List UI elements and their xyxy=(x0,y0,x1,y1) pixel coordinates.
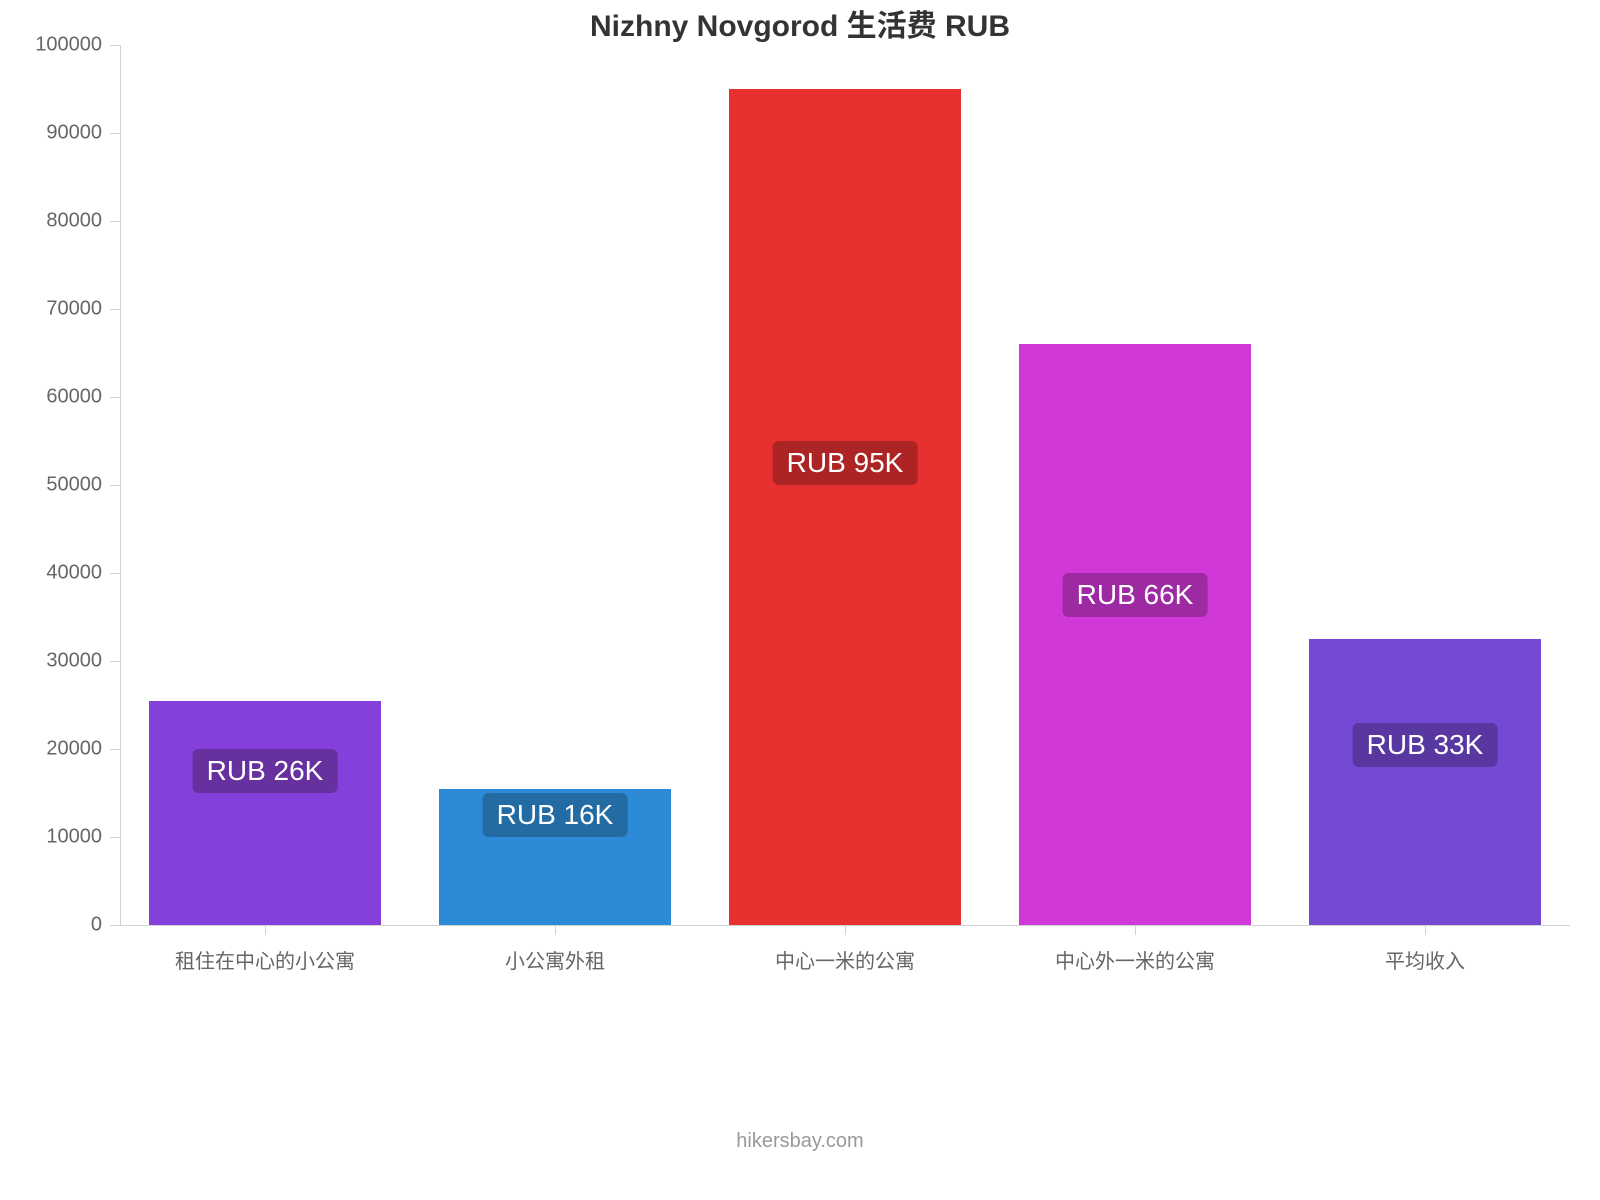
bar-value-label: RUB 16K xyxy=(483,793,628,837)
y-tick xyxy=(110,925,120,926)
y-tick-label: 70000 xyxy=(46,298,102,321)
y-tick-label: 20000 xyxy=(46,738,102,761)
y-tick xyxy=(110,45,120,46)
bar xyxy=(729,89,961,925)
y-tick-label: 80000 xyxy=(46,210,102,233)
y-tick-label: 60000 xyxy=(46,386,102,409)
y-tick xyxy=(110,133,120,134)
chart-container: Nizhny Novgorod 生活费 RUB 0100002000030000… xyxy=(0,0,1600,1200)
x-tick-label: 租住在中心的小公寓 xyxy=(175,945,355,974)
y-tick-label: 10000 xyxy=(46,826,102,849)
y-tick-label: 90000 xyxy=(46,122,102,145)
plot-area: 0100002000030000400005000060000700008000… xyxy=(120,45,1570,925)
x-tick xyxy=(1135,925,1136,935)
y-tick xyxy=(110,749,120,750)
chart-title: Nizhny Novgorod 生活费 RUB xyxy=(0,1,1600,45)
x-tick-label: 中心一米的公寓 xyxy=(775,945,915,974)
bar xyxy=(1309,639,1541,925)
y-tick xyxy=(110,485,120,486)
bar xyxy=(1019,344,1251,925)
y-tick xyxy=(110,573,120,574)
x-tick xyxy=(265,925,266,935)
x-tick xyxy=(1425,925,1426,935)
y-tick-label: 50000 xyxy=(46,474,102,497)
y-tick xyxy=(110,397,120,398)
y-tick xyxy=(110,837,120,838)
bar-value-label: RUB 95K xyxy=(773,441,918,485)
x-tick-label: 小公寓外租 xyxy=(505,945,605,974)
y-tick-label: 100000 xyxy=(35,34,102,57)
bar-value-label: RUB 33K xyxy=(1353,723,1498,767)
attribution-text: hikersbay.com xyxy=(0,1130,1600,1153)
x-tick-label: 平均收入 xyxy=(1385,945,1465,974)
y-tick xyxy=(110,309,120,310)
y-tick xyxy=(110,221,120,222)
bar xyxy=(149,701,381,925)
y-tick xyxy=(110,661,120,662)
y-axis-line xyxy=(120,45,121,925)
bar-value-label: RUB 66K xyxy=(1063,573,1208,617)
x-tick xyxy=(555,925,556,935)
bar-value-label: RUB 26K xyxy=(193,749,338,793)
x-tick-label: 中心外一米的公寓 xyxy=(1055,945,1215,974)
x-tick xyxy=(845,925,846,935)
y-tick-label: 40000 xyxy=(46,562,102,585)
y-tick-label: 30000 xyxy=(46,650,102,673)
y-tick-label: 0 xyxy=(91,914,102,937)
